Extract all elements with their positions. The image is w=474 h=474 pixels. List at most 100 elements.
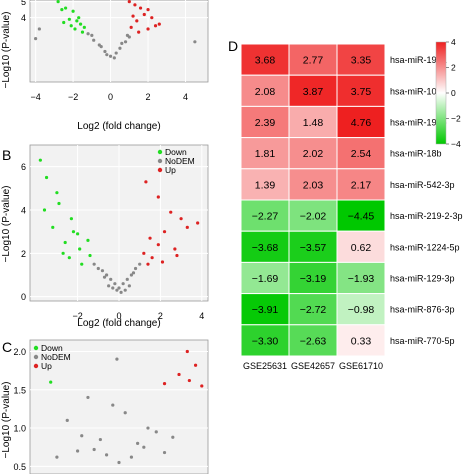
panel-a-ylabel: −Log10 (P-value): [1, 12, 12, 89]
heatmap-cell-label: −2.72: [300, 304, 327, 316]
c-ytick-label: 1.0: [13, 424, 26, 434]
c-point-nodem: [136, 441, 140, 445]
heatmap-cell-label: −0.98: [348, 304, 375, 316]
b-legend-label: Up: [165, 165, 176, 175]
c-point-nodem: [98, 437, 102, 442]
heatmap-cell: [288, 230, 338, 263]
heatmap-cell: [240, 199, 290, 232]
b-point-up: [169, 210, 173, 214]
b-point-down: [86, 238, 90, 242]
colorbar-tick-label: 2: [451, 63, 456, 73]
c-legend-marker: [33, 354, 39, 360]
b-ytick-label: 2: [21, 249, 26, 259]
panel-a-plot-area: [29, 0, 209, 83]
a-xtick-label: 2: [146, 92, 151, 102]
colorbar-tick-label: −2: [451, 114, 461, 124]
c-point-nodem: [154, 430, 158, 434]
a-point-up: [157, 22, 161, 26]
b-ytick-label: 0: [21, 292, 26, 302]
a-point-down: [71, 9, 75, 13]
c-legend-label: NoDEM: [41, 352, 71, 362]
b-point-down: [57, 201, 61, 206]
b-point-down: [78, 247, 82, 251]
c-legend-label: Down: [41, 343, 63, 353]
panel-c-letter: C: [2, 339, 12, 355]
a-point-nodem: [118, 46, 122, 50]
a-point-up: [138, 6, 143, 10]
heatmap-row-label: hsa-miR-18b: [390, 149, 442, 159]
a-point-up: [146, 27, 150, 31]
b-legend-label: NoDEM: [165, 156, 195, 166]
heatmap-cell-label: −3.91: [252, 304, 279, 316]
heatmap-cell-label: 2.17: [351, 179, 372, 191]
c-point-nodem: [55, 455, 59, 459]
b-point-nodem: [117, 286, 121, 290]
c-point-nodem: [115, 357, 119, 361]
c-point-nodem: [162, 450, 167, 455]
b-point-up: [162, 230, 167, 234]
a-point-nodem: [99, 45, 103, 49]
a-point-up: [133, 3, 137, 7]
c-point-up: [185, 349, 189, 354]
a-point-nodem: [193, 40, 197, 44]
a-point-nodem: [86, 32, 90, 36]
b-point-up: [175, 253, 179, 258]
a-point-nodem: [125, 33, 130, 37]
heatmap-cell-label: −3.19: [300, 273, 327, 285]
heatmap-cell: [336, 74, 386, 107]
c-point-down: [49, 380, 53, 384]
b-xtick-label: 2: [158, 311, 163, 321]
b-xtick-label: 4: [199, 311, 204, 321]
heatmap-cell-label: 4.76: [351, 117, 372, 129]
b-point-nodem: [111, 286, 115, 290]
b-ytick-label: 6: [21, 162, 26, 172]
a-point-nodem: [103, 49, 107, 54]
heatmap-row-label: hsa-miR-196a: [390, 55, 447, 65]
c-point-nodem: [111, 403, 115, 407]
heatmap-cell-label: −2.63: [300, 335, 327, 347]
heatmap-row-label: hsa-miR-129-3p: [390, 274, 455, 284]
b-point-down: [88, 253, 92, 258]
a-point-down: [64, 6, 68, 10]
b-point-up: [156, 243, 160, 247]
b-point-nodem: [138, 262, 142, 266]
b-legend-marker: [157, 158, 163, 164]
heatmap-row-label: hsa-miR-876-3p: [390, 305, 455, 315]
heatmap-cell-label: 3.75: [351, 86, 372, 98]
b-point-down: [76, 232, 80, 236]
heatmap-row-label: hsa-miR-770-5p: [390, 336, 455, 346]
c-point-nodem: [104, 453, 109, 457]
b-point-down: [61, 251, 65, 255]
c-point-nodem: [171, 435, 175, 439]
c-point-nodem: [142, 445, 146, 449]
a-point-nodem: [108, 54, 113, 58]
heatmap-cell: [336, 137, 386, 170]
b-point-down: [51, 225, 55, 229]
heatmap-cell-label: 2.77: [303, 55, 324, 67]
b-point-up: [196, 221, 200, 225]
b-xtick-label: 0: [116, 311, 121, 321]
c-point-nodem: [86, 395, 90, 400]
b-point-nodem: [96, 266, 100, 271]
a-point-nodem: [105, 53, 109, 57]
b-point-nodem: [107, 284, 111, 288]
heatmap-cell-label: −3.30: [252, 335, 279, 347]
panel-d: D 3.68 2.77 3.35 2.08 3.87 3.75 2.39 1.48 4.76 1.…: [228, 37, 463, 371]
b-point-nodem: [100, 269, 105, 273]
a-point-nodem: [112, 56, 116, 60]
panel-b-ylabel: −Log10 (P-value): [1, 186, 12, 263]
heatmap-column-label: GSE61710: [339, 361, 383, 371]
heatmap-cell-label: 3.87: [303, 86, 324, 98]
heatmap-cell: [288, 137, 338, 170]
b-point-nodem: [92, 262, 96, 266]
b-point-nodem: [121, 282, 125, 286]
heatmap-cell: [336, 230, 386, 263]
a-point-down: [69, 24, 73, 28]
b-point-down: [63, 240, 67, 245]
a-point-up: [142, 12, 146, 17]
heatmap-cell-label: 0.33: [351, 335, 372, 347]
b-point-down: [38, 158, 42, 162]
panel-b-xlabel: Log2 (fold change): [77, 318, 160, 329]
